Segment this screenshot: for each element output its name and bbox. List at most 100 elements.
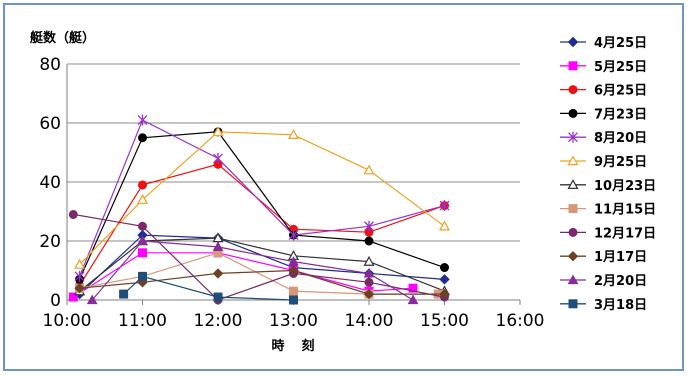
legend-item: 4月25日 xyxy=(560,36,647,51)
data-point xyxy=(138,133,147,143)
data-point xyxy=(138,180,147,190)
legend-label: 7月23日 xyxy=(594,107,647,122)
legend-label: 5月25日 xyxy=(594,60,647,75)
legend-marker xyxy=(568,85,578,95)
x-tick-label: 10:00 xyxy=(43,311,92,331)
data-point xyxy=(289,295,298,305)
data-point xyxy=(363,255,375,266)
data-point xyxy=(364,220,374,232)
legend-item: 8月20日 xyxy=(560,131,647,146)
series-line xyxy=(79,269,445,295)
legend-label: 6月25日 xyxy=(594,84,647,99)
legend-marker xyxy=(568,227,578,237)
data-point xyxy=(364,236,374,246)
legend-marker xyxy=(567,36,579,48)
series-line xyxy=(72,252,414,298)
legend-label: 4月25日 xyxy=(594,36,647,51)
series-line xyxy=(79,119,445,277)
series-10 xyxy=(74,265,450,300)
series-line xyxy=(79,237,445,292)
data-point xyxy=(213,292,223,302)
data-point xyxy=(74,282,85,294)
x-tick-label: 13:00 xyxy=(269,311,318,331)
series-12 xyxy=(119,271,298,305)
series-11 xyxy=(86,235,419,305)
legend-marker xyxy=(567,250,579,262)
legend-marker xyxy=(568,204,578,214)
x-tick-label: 12:00 xyxy=(194,311,243,331)
data-point xyxy=(364,277,374,287)
legend-item: 5月25日 xyxy=(560,60,647,75)
series-line xyxy=(79,234,445,295)
legend-marker xyxy=(567,155,579,166)
x-axis-title: 時 刻 xyxy=(271,338,316,354)
data-point xyxy=(68,209,78,219)
y-axis-title: 艇数（艇） xyxy=(29,30,95,46)
y-tick-label: 20 xyxy=(39,232,61,252)
series-line xyxy=(79,131,445,280)
legend-item: 6月25日 xyxy=(560,84,647,99)
series-line xyxy=(73,213,445,301)
gridlines xyxy=(67,63,520,242)
legend-marker xyxy=(568,61,578,71)
y-tick-label: 60 xyxy=(39,114,61,134)
data-point xyxy=(212,241,224,251)
axes: 0 20 40 60 80 10:00 11:00 12:00 13:00 14:00 15:00 1… xyxy=(39,55,544,331)
x-tick-label: 11:00 xyxy=(118,311,167,331)
data-point xyxy=(438,220,451,231)
series-line xyxy=(123,275,294,301)
legend-label: 11月15日 xyxy=(594,203,656,218)
data-point xyxy=(137,114,148,126)
legend-label: 1月17日 xyxy=(594,250,647,265)
data-point xyxy=(136,193,149,204)
legend-item: 9月25日 xyxy=(560,155,647,170)
data-point xyxy=(213,152,223,164)
y-tick-label: 40 xyxy=(39,173,61,193)
data-point xyxy=(288,229,299,241)
x-tick-label: 15:00 xyxy=(420,311,469,331)
data-point xyxy=(289,286,298,296)
legend-item: 12月17日 xyxy=(560,226,656,241)
series-lines xyxy=(68,114,451,305)
legend-label: 9月25日 xyxy=(594,155,647,170)
legend-marker xyxy=(568,299,578,309)
series-5 xyxy=(74,114,450,282)
data-point xyxy=(212,126,224,137)
data-point xyxy=(74,270,85,282)
data-point xyxy=(439,288,450,300)
data-point xyxy=(138,271,147,281)
legend-marker xyxy=(568,131,578,143)
data-point xyxy=(407,294,419,305)
data-point xyxy=(363,267,375,278)
series-7 xyxy=(74,232,451,296)
data-point xyxy=(212,268,224,279)
series-6 xyxy=(74,126,451,269)
legend-item: 11月15日 xyxy=(560,203,656,218)
legend: 4月25日 5月25日 6月25日 7月23日 8月20日 9月25日 10月23日 11月1… xyxy=(560,36,656,313)
data-point xyxy=(86,294,98,305)
data-point xyxy=(137,235,148,246)
data-point xyxy=(74,258,86,269)
series-8 xyxy=(75,248,443,299)
data-point xyxy=(119,289,129,299)
y-tick-label: 80 xyxy=(39,55,61,75)
legend-item: 10月23日 xyxy=(560,179,656,194)
legend-item: 2月20日 xyxy=(560,274,647,289)
legend-label: 12月17日 xyxy=(594,226,656,241)
legend-item: 1月17日 xyxy=(560,250,647,265)
data-point xyxy=(363,164,375,175)
legend-marker xyxy=(568,108,578,118)
legend-item: 3月18日 xyxy=(560,298,647,313)
data-point xyxy=(439,200,450,212)
data-point xyxy=(288,256,299,266)
series-9 xyxy=(68,209,449,305)
data-point xyxy=(287,129,300,139)
data-point xyxy=(68,292,78,302)
legend-label: 3月18日 xyxy=(594,298,647,313)
data-point xyxy=(408,283,418,293)
data-point xyxy=(440,263,449,273)
legend-label: 2月20日 xyxy=(594,274,647,289)
data-point xyxy=(138,248,147,258)
legend-label: 10月23日 xyxy=(594,179,656,194)
